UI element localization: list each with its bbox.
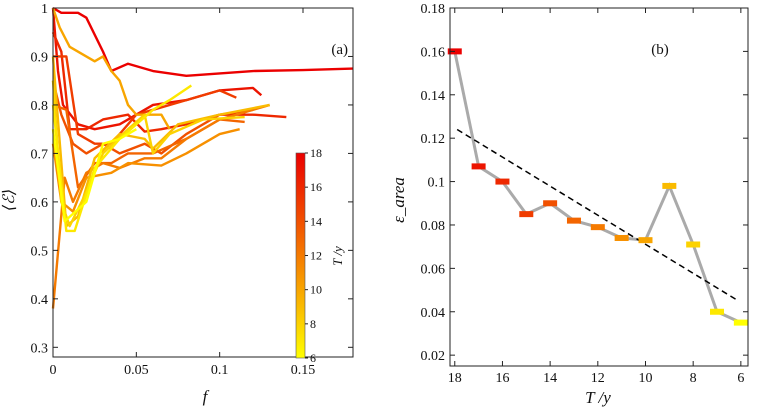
data-marker-T6 [733, 319, 748, 326]
panel-a-ylabel: ⟨ℰ⟩ [1, 189, 18, 211]
x-tick-label: 0.15 [291, 363, 316, 378]
y-tick-label: 0.12 [421, 132, 446, 147]
data-marker-T7 [710, 308, 725, 315]
data-marker-T8 [686, 241, 701, 248]
colorbar-tick-label: 8 [310, 317, 316, 331]
data-marker-T16 [495, 178, 510, 185]
y-tick-label: 0.04 [421, 306, 446, 321]
panel-b: 18 16 14 12 10 8 6 0.02 0.04 0.06 0.08 0.1 0.12 0.14 0… [421, 2, 749, 386]
panel-b-ylabel: ε_area [389, 177, 408, 223]
colorbar-tick-label: 12 [310, 249, 322, 263]
y-tick-label: 0.08 [421, 219, 446, 234]
y-tick-label: 0.1 [428, 176, 446, 191]
x-tick-label: 12 [591, 371, 605, 386]
series-line-T17 [51, 7, 263, 131]
x-tick-label: 0.05 [124, 363, 149, 378]
panel-a-xlabel: f [203, 387, 210, 406]
y-tick-label: 0.4 [31, 293, 49, 308]
panel-b-xlabel: T /y [585, 388, 611, 407]
series-line-T18 [52, 6, 354, 78]
y-tick-label: 0.14 [421, 89, 446, 104]
x-tick-label: 18 [448, 371, 462, 386]
data-marker-T14 [543, 200, 558, 207]
data-marker-T11 [614, 234, 629, 241]
x-tick-label: 16 [495, 371, 509, 386]
x-tick-label: 14 [543, 371, 557, 386]
x-tick-label: 0 [50, 363, 57, 378]
y-tick-label: 0.3 [31, 341, 49, 356]
panel-a-label: (a) [331, 42, 348, 58]
fit-line [456, 128, 739, 302]
series-line-T11 [51, 128, 240, 213]
x-tick-label: 8 [690, 371, 697, 386]
y-tick-label: 0.16 [421, 45, 446, 60]
y-tick-label: 0.8 [31, 99, 49, 114]
y-tick-label: 0.06 [421, 262, 446, 277]
x-tick-label: 6 [737, 371, 744, 386]
colorbar [295, 152, 306, 359]
data-marker-T10 [638, 237, 653, 244]
plot-frame [52, 7, 354, 358]
colorbar-tick-label: 10 [310, 283, 322, 297]
plot-frame [449, 7, 749, 367]
series-line-T15 [53, 55, 237, 145]
y-tick-label: 0.18 [421, 2, 446, 17]
y-tick-label: 0.9 [31, 50, 49, 65]
y-tick-label: 0.5 [31, 244, 49, 259]
y-tick-label: 0.6 [31, 196, 49, 211]
series-line-T12 [51, 103, 271, 309]
x-tick-label: 10 [638, 371, 652, 386]
data-marker-T13 [566, 217, 581, 224]
series-line-T6 [51, 128, 137, 223]
y-tick-label: 0.02 [421, 349, 446, 364]
colorbar-tick-label: 14 [310, 214, 322, 228]
panel-b-label: (b) [651, 42, 669, 58]
data-marker-T9 [662, 182, 677, 189]
x-tick-label: 0.1 [211, 363, 229, 378]
panel-a: 0 0.05 0.1 0.150.30.40.50.60.70.80.91681012… [31, 2, 354, 378]
data-marker-T12 [590, 224, 605, 231]
colorbar-label: T /y [330, 246, 345, 266]
colorbar-tick-label: 6 [310, 351, 316, 365]
series-line-T16 [51, 31, 287, 133]
y-tick-label: 0.7 [31, 147, 49, 162]
series-line [453, 51, 742, 324]
colorbar-tick-label: 18 [310, 146, 322, 160]
series-line-T7 [51, 84, 193, 233]
data-marker-T15 [519, 211, 534, 218]
colorbar-tick-label: 16 [310, 180, 322, 194]
y-tick-label: 1 [41, 2, 48, 17]
data-marker-T17 [471, 163, 486, 170]
